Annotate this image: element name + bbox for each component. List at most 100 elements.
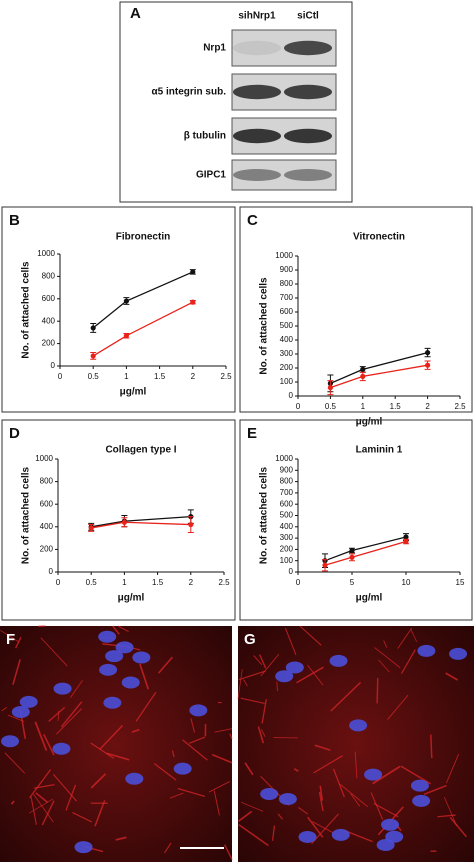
data-point	[349, 554, 355, 560]
fiber	[332, 768, 345, 798]
panel-frame	[1, 419, 236, 621]
fiber	[211, 753, 233, 764]
fiber	[410, 628, 418, 642]
y-tick-label: 400	[280, 522, 294, 531]
row-label: β tubulin	[184, 131, 226, 142]
data-point	[403, 538, 409, 545]
fiber	[10, 800, 15, 805]
fiber	[244, 762, 254, 776]
nucleus	[278, 792, 297, 805]
nucleus	[98, 630, 117, 643]
fiber	[293, 768, 299, 772]
fiber	[253, 655, 263, 666]
y-tick-label: 300	[280, 349, 294, 358]
fiber	[72, 812, 92, 823]
x-tick-label: 2.5	[218, 578, 230, 587]
fiber	[423, 784, 447, 795]
fiber	[177, 787, 205, 797]
panel-letter: G	[244, 631, 256, 648]
nucleus	[74, 841, 93, 854]
data-point	[190, 269, 196, 275]
nucleus	[449, 647, 468, 660]
nucleus	[105, 650, 124, 663]
data-point	[425, 350, 431, 356]
blot-band	[233, 84, 281, 100]
y-tick-label: 200	[280, 363, 294, 372]
y-tick-label: 0	[49, 567, 54, 576]
fiber	[30, 796, 37, 825]
fiber	[43, 733, 55, 756]
y-tick-label: 800	[42, 272, 56, 281]
fiber	[214, 728, 233, 733]
fiber	[261, 729, 266, 737]
fiber	[445, 672, 459, 681]
row-label: Nrp1	[203, 43, 226, 54]
fiber	[7, 714, 25, 722]
blot-band	[233, 169, 281, 181]
fiber	[314, 744, 331, 751]
nucleus	[285, 661, 304, 674]
nucleus	[260, 788, 279, 801]
y-axis-label: No. of attached cells	[21, 466, 32, 564]
fiber	[0, 630, 20, 643]
row-label: α5 integrin sub.	[152, 87, 227, 98]
panel-letter: D	[9, 425, 20, 442]
fiber	[318, 791, 324, 812]
fiber	[374, 647, 401, 669]
fiber	[56, 708, 82, 735]
fiber	[276, 681, 278, 692]
series-line	[324, 540, 407, 566]
x-tick-label: 2.5	[220, 372, 232, 381]
panel-frame	[1, 206, 236, 413]
fiber	[443, 797, 458, 827]
x-axis-label: μg/ml	[118, 593, 145, 604]
blot-band	[233, 40, 281, 56]
y-tick-label: 800	[280, 477, 294, 486]
x-tick-label: 1	[122, 578, 127, 587]
fiber	[400, 765, 432, 785]
x-tick-label: 2.5	[454, 402, 466, 411]
x-tick-label: 1.5	[390, 402, 402, 411]
fiber	[208, 781, 231, 793]
nucleus	[189, 704, 208, 717]
fiber	[117, 625, 129, 633]
fiber	[284, 628, 297, 655]
data-point	[190, 299, 196, 305]
y-tick-label: 1000	[275, 454, 293, 463]
y-tick-label: 900	[280, 265, 294, 274]
y-tick-label: 400	[42, 316, 56, 325]
fiber	[48, 706, 66, 722]
fiber	[296, 666, 324, 684]
nucleus	[364, 768, 383, 781]
x-tick-label: 0.5	[325, 402, 337, 411]
x-tick-label: 1.5	[152, 578, 164, 587]
fiber	[99, 724, 124, 750]
fiber	[238, 823, 269, 847]
blot-strip	[231, 159, 337, 191]
fiber	[52, 773, 77, 802]
x-tick-label: 2	[189, 578, 194, 587]
fiber	[430, 734, 433, 759]
fiber	[372, 765, 401, 785]
fiber	[237, 669, 243, 700]
fiber	[15, 636, 22, 649]
x-tick-label: 0	[296, 578, 301, 587]
fiber	[28, 769, 52, 799]
fiber	[94, 800, 106, 827]
fiber	[33, 793, 54, 823]
x-axis-label: μg/ml	[120, 387, 147, 398]
x-tick-label: 10	[402, 578, 411, 587]
row-label: GIPC1	[196, 170, 226, 181]
fiber	[373, 802, 399, 818]
y-tick-label: 200	[42, 339, 56, 348]
y-tick-label: 700	[280, 293, 294, 302]
data-point	[188, 521, 194, 528]
x-tick-label: 0	[58, 372, 63, 381]
y-tick-label: 200	[40, 545, 54, 554]
fiber	[157, 656, 174, 674]
y-tick-label: 100	[280, 556, 294, 565]
nucleus	[331, 828, 350, 841]
fiber	[163, 842, 172, 854]
fiber	[106, 752, 130, 761]
